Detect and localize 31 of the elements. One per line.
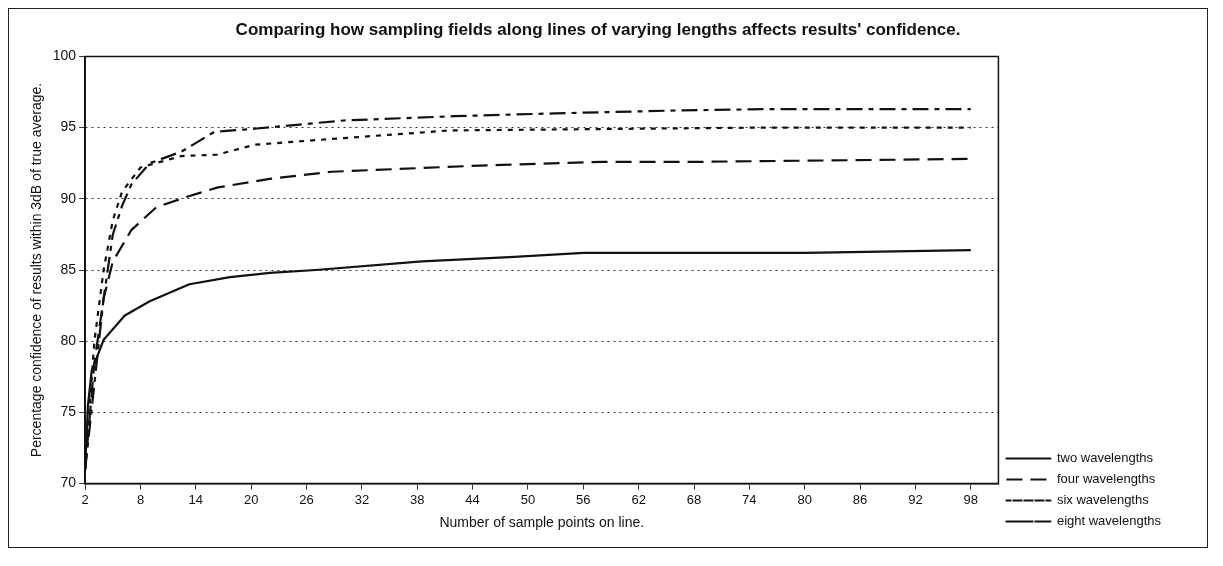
x-tick-label: 2 [81,491,89,507]
legend-label: four wavelengths [1056,471,1156,487]
legend-label: six wavelengths [1056,492,1150,508]
x-axis-title: Number of sample points on line. [439,514,645,531]
y-tick-label: 80 [60,332,77,349]
y-tick-label: 70 [60,474,77,491]
x-tick-label: 32 [354,491,370,507]
y-tick-label: 75 [60,403,77,420]
x-tick-label: 38 [410,491,425,507]
x-tick-label: 44 [465,491,480,507]
y-axis-title: Percentage confidence of results within 3dB of true average. [28,82,45,458]
x-tick-label: 98 [963,491,978,507]
x-tick-label: 86 [852,491,868,507]
chart-title: Comparing how sampling fields along lines of varying lengths affects results' confidence. [235,19,961,39]
x-tick-label: 8 [136,491,145,507]
legend-label: eight wavelengths [1056,513,1162,529]
x-tick-label: 50 [520,491,536,507]
y-tick-label: 85 [60,260,77,277]
x-tick-label: 26 [299,491,314,507]
x-tick-label: 74 [742,491,757,507]
x-tick-label: 20 [243,491,259,507]
y-tick-label: 100 [52,47,77,64]
x-tick-label: 14 [188,491,204,507]
x-tick-label: 92 [908,491,923,507]
y-tick-label: 90 [60,189,77,206]
y-tick-label: 95 [60,118,77,135]
x-tick-label: 56 [576,491,591,507]
x-tick-label: 62 [631,491,646,507]
x-tick-label: 80 [797,491,812,507]
legend-label: two wavelengths [1056,450,1154,466]
x-tick-label: 68 [686,491,702,507]
